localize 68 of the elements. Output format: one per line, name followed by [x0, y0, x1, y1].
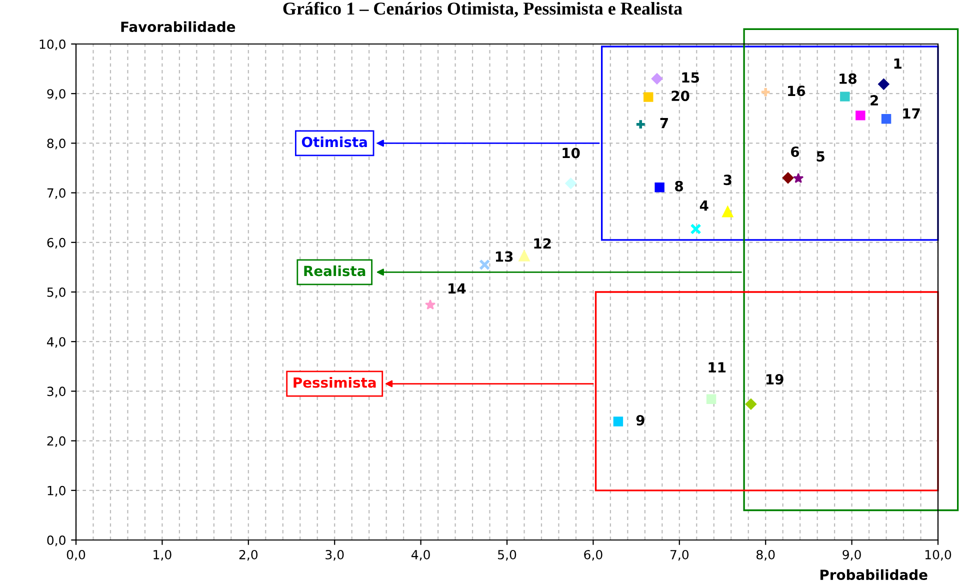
- y-tick-label: 0,0: [47, 535, 66, 546]
- x-tick-label: 8,0: [756, 550, 775, 561]
- series-label: 1: [894, 58, 902, 69]
- series-label: 5: [816, 151, 824, 162]
- point: [644, 92, 654, 102]
- point: [840, 92, 850, 102]
- annotation: Otimista: [302, 136, 367, 148]
- y-tick-label: 2,0: [47, 436, 66, 447]
- series-label: 12: [534, 238, 551, 249]
- y-tick-label: 4,0: [47, 337, 66, 348]
- point: [881, 114, 892, 124]
- series-label: 2: [870, 95, 878, 106]
- point: [424, 299, 436, 310]
- y-tick-label: 3,0: [47, 386, 66, 398]
- series-label: 8: [675, 180, 683, 192]
- series-label: 4: [700, 200, 708, 211]
- series-label: 7: [660, 118, 668, 128]
- point: [706, 394, 716, 404]
- point: [635, 118, 646, 130]
- x-tick-label: 10,0: [925, 550, 952, 561]
- point: [613, 416, 624, 426]
- x-tick-label: 0,0: [66, 550, 86, 561]
- point: [565, 178, 576, 189]
- x-tick-label: 5,0: [498, 550, 516, 561]
- point: [690, 223, 702, 235]
- point: [651, 73, 663, 84]
- point: [760, 86, 772, 98]
- point: [782, 172, 794, 184]
- series-label: 19: [766, 374, 784, 385]
- point: [654, 182, 664, 192]
- series-label: 18: [840, 73, 856, 84]
- series-label: 20: [672, 90, 690, 102]
- series-label: 15: [682, 72, 700, 83]
- y-tick-label: 6,0: [47, 238, 66, 249]
- y-tick-label: 1,0: [48, 486, 66, 497]
- point: [856, 110, 866, 120]
- point: [518, 250, 530, 262]
- x-tick-label: 1,0: [154, 550, 172, 561]
- y-tick-label: 5,0: [47, 287, 66, 298]
- y-tick-label: 7,0: [47, 188, 66, 199]
- point: [878, 78, 890, 90]
- point: [479, 259, 490, 270]
- x-tick-label: 2,0: [239, 550, 258, 561]
- x-tick-label: 6,0: [584, 550, 602, 561]
- x-axis-title: Probabilidade: [820, 569, 928, 580]
- series-label: 17: [903, 108, 920, 119]
- series-label: 11: [708, 362, 726, 372]
- chart-title: Gráfico 1 – Cenários Otimista, Pessimista e Realista: [283, 2, 682, 18]
- series-label: 16: [788, 86, 806, 96]
- series-label: 14: [448, 283, 466, 294]
- y-tick-label: 8,0: [47, 138, 66, 150]
- y-axis-title: Favorabilidade: [121, 21, 236, 32]
- series-label: 6: [790, 146, 800, 157]
- x-tick-label: 4,0: [411, 550, 430, 561]
- series-label: 10: [562, 148, 580, 158]
- y-tick-label: 10,0: [40, 39, 66, 50]
- x-tick-label: 9,0: [842, 550, 861, 561]
- x-tick-label: 3,0: [326, 550, 344, 561]
- series-label: 9: [636, 414, 644, 426]
- point: [722, 206, 734, 218]
- y-tick-label: 9,0: [47, 89, 66, 100]
- point: [793, 172, 804, 184]
- annotation: Realista: [304, 265, 366, 276]
- annotation: Pessimista: [294, 377, 376, 388]
- x-tick-label: 7,0: [670, 550, 689, 561]
- series-label: 13: [496, 251, 513, 262]
- point: [745, 398, 757, 410]
- series-label: 3: [724, 174, 732, 186]
